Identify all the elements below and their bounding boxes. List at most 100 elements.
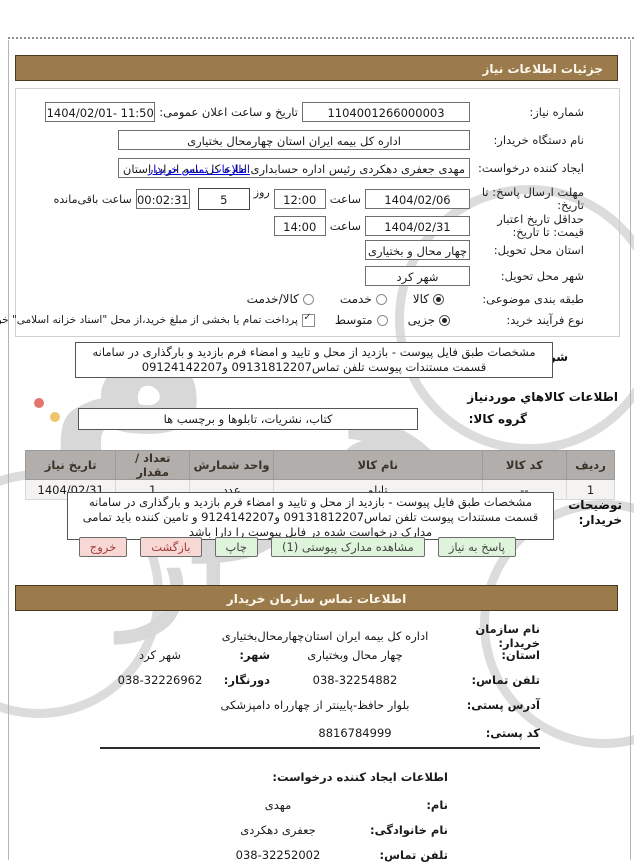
radio-icon[interactable] [302, 293, 314, 305]
phone-label: تلفن تماس: [471, 673, 540, 687]
province-value: چهار محال وبختیاری [307, 648, 403, 662]
radio-icon[interactable] [376, 314, 388, 326]
goods-info-title: اطلاعات کالاهاي موردنیاز [467, 390, 618, 404]
contact-phone-row: تلفن تماس: 038-32254882 دورنگار: 038-322… [80, 673, 540, 687]
delivery-province-label: استان محل تحویل: [493, 242, 584, 257]
creator-field[interactable]: مهدی جعفری دهکردی رئیس اداره حسابداری اد… [118, 158, 470, 178]
fax-value: 038-32226962 [117, 673, 203, 687]
col-name: نام کالا [273, 450, 483, 480]
need-info-panel [15, 88, 620, 337]
need-number-field[interactable]: 1104001266000003 [302, 102, 470, 122]
radio-service[interactable]: خدمت [340, 292, 387, 306]
section-title: جزئیات اطلاعات نیاز [482, 62, 603, 76]
col-code: کد کالا [481, 450, 568, 480]
family-name-value: جعفری دهکردی [240, 823, 316, 837]
cell-row: 1 [566, 479, 615, 500]
org-name-label: نام سازمان خریدار: [475, 622, 540, 650]
radio-medium[interactable]: متوسط [335, 313, 388, 327]
delivery-city-label: شهر محل تحویل: [500, 268, 584, 283]
back-button[interactable]: بازگشت [140, 537, 202, 557]
phone-value: 038-32254882 [312, 673, 398, 687]
name-label: نام: [426, 798, 448, 812]
classification-label: طبقه بندی موضوعی: [482, 291, 584, 306]
creator-family-row: نام خانوادگی: جعفری دهکردی [48, 823, 448, 837]
goods-table-header-row: ردیف کد کالا نام کالا واحد شمارش تعداد /… [24, 450, 615, 480]
remaining-label: ساعت باقی‌مانده [53, 192, 132, 206]
family-name-label: نام خانوادگی: [370, 823, 448, 837]
radio-goods-service-label: کالا/خدمت [246, 292, 299, 306]
col-unit: واحد شمارش [189, 450, 275, 480]
city-value: شهر کرد [139, 648, 181, 662]
creator-info-title: اطلاعات ایجاد کننده درخواست: [272, 770, 448, 784]
section-bar-need-details: جزئیات اطلاعات نیاز [15, 55, 618, 81]
radio-icon[interactable] [375, 293, 387, 305]
treasury-option[interactable]: پرداخت تمام یا بخشی از مبلغ خرید،از محل … [0, 312, 315, 327]
buyer-org-field[interactable]: اداره کل بیمه ایران استان چهارمحال بختیا… [118, 130, 470, 150]
section-title: اطلاعات تماس سازمان خریدار [226, 592, 407, 606]
radio-icon[interactable] [433, 293, 444, 305]
fax-label: دورنگار: [223, 673, 270, 687]
reply-to-need-button[interactable]: پاسخ به نیاز [437, 537, 516, 557]
postal-code-label: کد پستی: [485, 726, 540, 740]
goods-group-field[interactable]: کتاب، نشریات، تابلوها و برچسب ها [78, 408, 418, 430]
address-value: بلوار حافظ-پایینتر از چهارراه دامپزشکی [220, 698, 410, 712]
province-label: استان: [501, 648, 540, 662]
radio-goods-label: کالا [412, 292, 429, 306]
treasury-checkbox[interactable] [301, 312, 315, 327]
announce-label: تاریخ و ساعت اعلان عمومی: [159, 105, 298, 119]
contact-address-row: آدرس پستی: بلوار حافظ-پایینتر از چهارراه… [80, 698, 540, 712]
radio-medium-label: متوسط [334, 313, 373, 327]
treasury-note: پرداخت تمام یا بخشی از مبلغ خرید،از محل … [0, 314, 298, 326]
validity-hour-label: ساعت [329, 219, 361, 233]
radio-icon[interactable] [439, 314, 450, 326]
time-remaining-field: 00:02:31 [135, 189, 190, 209]
contact-province-row: استان: چهار محال وبختیاری شهر: شهر کرد [80, 648, 540, 662]
creator-phone-value: 038-32252002 [235, 848, 321, 862]
buyer-contact-link[interactable]: اطلاعات تماس خریدار [148, 163, 250, 176]
description-field[interactable]: مشخصات طبق فایل پیوست - بازدید از محل و … [75, 342, 553, 378]
deadline-hour-label: ساعت [329, 192, 361, 206]
validity-date-field[interactable]: 1404/02/31 [365, 216, 470, 236]
buyer-notes-label: توضیحات خریدار: [568, 498, 622, 527]
delivery-province-field[interactable]: چهار محال و بختیاری [365, 240, 470, 260]
validity-time-field[interactable]: 14:00 [273, 216, 326, 236]
address-label: آدرس پستی: [466, 698, 540, 712]
goods-table: ردیف کد کالا نام کالا واحد شمارش تعداد /… [24, 450, 615, 500]
watermark-dot [50, 412, 60, 422]
buyer-org-label: نام دستگاه خریدار: [493, 132, 584, 147]
deadline-time-field[interactable]: 12:00 [273, 189, 326, 209]
deadline-date-field[interactable]: 1404/02/06 [365, 189, 470, 209]
top-divider [8, 37, 634, 39]
col-row: ردیف [566, 450, 615, 480]
creator-phone-row: تلفن تماس: 038-32252002 [48, 848, 448, 862]
view-attachments-button[interactable]: مشاهده مدارک پیوستی (1) [270, 537, 425, 557]
process-type-label: نوع فرآیند خرید: [506, 312, 584, 327]
announce-field[interactable]: 1404/02/01- 11:50 [45, 102, 156, 122]
col-date: تاریخ نیاز [24, 450, 117, 480]
days-remaining-field: 5 [197, 188, 250, 210]
radio-minor-label: جزیی [407, 313, 435, 327]
creator-info-title-row: اطلاعات ایجاد کننده درخواست: [48, 770, 448, 784]
col-qty: تعداد / مقدار [115, 450, 191, 480]
delivery-city-field[interactable]: شهر کرد [365, 266, 470, 286]
day-label: روز [253, 185, 270, 199]
print-button[interactable]: چاپ [214, 537, 258, 557]
action-buttons: پاسخ به نیاز مشاهده مدارک پیوستی (1) چاپ… [78, 537, 516, 557]
buyer-notes-field[interactable]: مشخصات طبق فایل پیوست - بازدید از محل و … [67, 492, 554, 540]
deadline-label: مهلت ارسال پاسخ: تا تاریخ: [481, 185, 584, 212]
postal-code-value: 8816784999 [318, 726, 392, 740]
radio-service-label: خدمت [339, 292, 372, 306]
exit-button[interactable]: خروج [78, 537, 128, 557]
org-name-value: اداره کل بیمه ایران استان‌چهارمحال‌بختیا… [221, 629, 429, 643]
radio-goods[interactable]: کالا [413, 292, 444, 306]
section-bar-contact: اطلاعات تماس سازمان خریدار [15, 585, 618, 611]
radio-goods-service[interactable]: کالا/خدمت [247, 292, 314, 306]
watermark-dot [34, 398, 44, 408]
city-label: شهر: [239, 648, 270, 662]
radio-minor[interactable]: جزیی [408, 313, 450, 327]
creator-name-row: نام: مهدی [48, 798, 448, 812]
need-number-label: شماره نیاز: [529, 104, 584, 119]
contact-org-row: نام سازمان خریدار: اداره کل بیمه ایران ا… [80, 622, 540, 650]
divider-line [100, 747, 540, 749]
